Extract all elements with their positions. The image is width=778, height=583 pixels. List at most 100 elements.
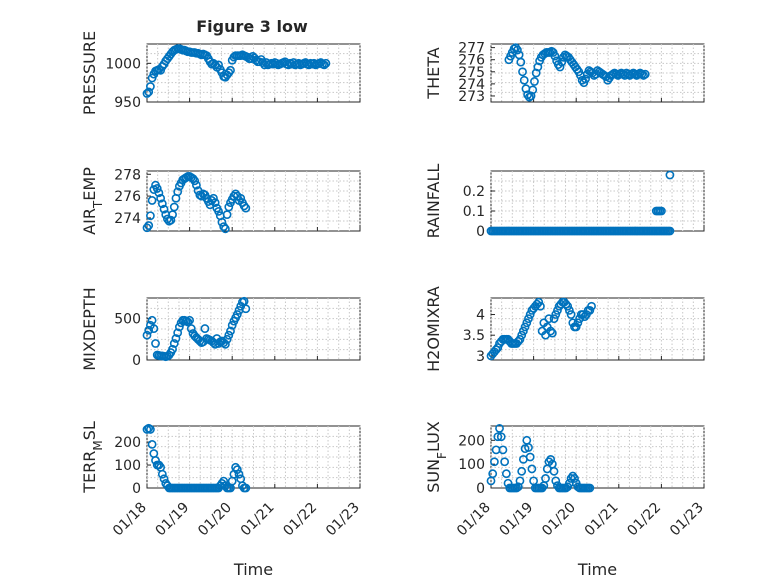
- x-tick-label: 01/22: [280, 500, 320, 540]
- grid: [146, 426, 361, 488]
- data-point: [528, 85, 538, 95]
- data-point: [488, 469, 498, 479]
- data-point: [226, 326, 235, 336]
- data-point: [183, 317, 193, 327]
- y-tick-label: 3.5: [463, 328, 485, 344]
- data-point: [551, 476, 561, 486]
- data-point: [190, 176, 200, 186]
- data-point: [530, 77, 539, 86]
- data-point: [174, 322, 184, 332]
- data-point: [501, 469, 511, 479]
- subplot-1: 950 1000 PRESSURE: [80, 31, 361, 115]
- y-tick-label: 0.2: [463, 184, 485, 200]
- data-point: [549, 466, 559, 476]
- y-tick-label: 200: [458, 433, 485, 449]
- data-point: [536, 301, 545, 311]
- grid: [490, 171, 705, 231]
- data-point: [210, 198, 220, 208]
- x-axis-label: Time: [233, 560, 273, 579]
- data-point: [490, 457, 499, 467]
- data-point: [147, 196, 157, 205]
- data-point: [544, 314, 554, 324]
- y-tick-label: 0: [132, 353, 141, 369]
- data-point: [665, 226, 675, 236]
- data-point: [517, 330, 527, 340]
- data-point: [550, 51, 560, 61]
- data-point: [146, 211, 155, 221]
- data-point: [169, 202, 179, 212]
- data-point: [156, 193, 166, 203]
- data-point: [578, 310, 588, 319]
- data-series: [142, 296, 251, 362]
- x-tick-label: 01/20: [195, 500, 235, 540]
- data-point: [185, 315, 194, 325]
- data-point: [188, 174, 198, 184]
- figure-title: Figure 3 low: [196, 17, 308, 36]
- y-axis-label: MIXDEPTH: [80, 287, 99, 370]
- x-tick-label: 01/23: [323, 500, 363, 540]
- data-point: [142, 330, 152, 340]
- data-point: [527, 464, 537, 474]
- data-point: [166, 215, 176, 225]
- data-point: [154, 188, 164, 198]
- data-point: [169, 339, 179, 348]
- data-point: [585, 305, 595, 315]
- data-point: [149, 324, 159, 333]
- data-series: [142, 172, 251, 234]
- data-point: [173, 328, 183, 338]
- data-point: [585, 483, 595, 493]
- data-point: [171, 334, 181, 343]
- y-tick-label: 0.1: [463, 204, 485, 220]
- data-point: [226, 65, 235, 75]
- data-point: [219, 222, 229, 232]
- data-point: [573, 318, 583, 328]
- y-tick-label: 100: [458, 457, 485, 473]
- subplot-5: 0 500 MIXDEPTH: [80, 287, 361, 371]
- data-point: [524, 314, 533, 324]
- data-point: [525, 452, 535, 462]
- data-point: [515, 476, 525, 486]
- data-point: [151, 339, 160, 348]
- data-point: [222, 334, 232, 344]
- data-point: [541, 474, 550, 483]
- data-point: [173, 187, 183, 197]
- data-point: [239, 201, 249, 211]
- data-series: [504, 43, 650, 102]
- data-point: [142, 223, 152, 233]
- x-tick-label: 01/22: [624, 500, 664, 540]
- data-point: [640, 69, 650, 79]
- y-tick-label: 4: [476, 308, 485, 324]
- data-point: [657, 206, 666, 216]
- data-point: [319, 60, 329, 70]
- y-tick-label: 277: [458, 41, 485, 57]
- data-point: [546, 326, 556, 336]
- data-point: [516, 57, 526, 67]
- y-tick-label: 0: [476, 224, 485, 240]
- data-point: [157, 199, 167, 209]
- data-series: [486, 297, 596, 361]
- data-point: [518, 326, 528, 336]
- data-point: [231, 189, 241, 199]
- data-point: [232, 465, 242, 475]
- data-point: [551, 310, 561, 319]
- data-point: [517, 466, 527, 476]
- data-point: [146, 82, 155, 91]
- data-series: [486, 423, 595, 493]
- data-point: [564, 305, 574, 315]
- x-tick-label: 01/20: [539, 500, 579, 540]
- data-series: [142, 423, 251, 493]
- data-point: [587, 301, 596, 311]
- data-point: [495, 423, 504, 433]
- data-point: [321, 58, 331, 68]
- data-point: [209, 193, 218, 203]
- data-point: [496, 432, 506, 442]
- subplot-6: 3 3.5 4 H2OMIXRA: [424, 286, 705, 372]
- data-point: [637, 69, 647, 79]
- y-tick-label: 950: [114, 95, 141, 111]
- x-tick-label: 01/23: [667, 500, 707, 540]
- data-point: [146, 425, 155, 434]
- x-tick-label: 01/18: [110, 500, 150, 540]
- x-axis-label: Time: [577, 560, 617, 579]
- data-point: [513, 45, 522, 55]
